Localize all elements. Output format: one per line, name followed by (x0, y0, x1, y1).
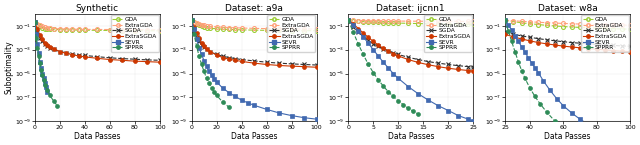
Title: Synthetic: Synthetic (76, 4, 119, 13)
Legend: GDA, ExtraGDA, SGDA, ExtraSGDA, SEVR, SPPRR: GDA, ExtraGDA, SGDA, ExtraSGDA, SEVR, SP… (268, 15, 316, 52)
Legend: GDA, ExtraGDA, SGDA, ExtraSGDA, SEVR, SPPRR: GDA, ExtraGDA, SGDA, ExtraSGDA, SEVR, SP… (111, 15, 159, 52)
Title: Dataset: ijcnn1: Dataset: ijcnn1 (376, 4, 445, 13)
X-axis label: Data Passes: Data Passes (231, 132, 277, 141)
Title: Dataset: w8a: Dataset: w8a (538, 4, 597, 13)
X-axis label: Data Passes: Data Passes (388, 132, 434, 141)
Legend: GDA, ExtraGDA, SGDA, ExtraSGDA, SEVR, SPPRR: GDA, ExtraGDA, SGDA, ExtraSGDA, SEVR, SP… (424, 15, 472, 52)
X-axis label: Data Passes: Data Passes (544, 132, 591, 141)
X-axis label: Data Passes: Data Passes (74, 132, 120, 141)
Y-axis label: Suboptimality: Suboptimality (4, 41, 13, 94)
Legend: GDA, ExtraGDA, SGDA, ExtraSGDA, SEVR, SPPRR: GDA, ExtraGDA, SGDA, ExtraSGDA, SEVR, SP… (581, 15, 629, 52)
Title: Dataset: a9a: Dataset: a9a (225, 4, 283, 13)
